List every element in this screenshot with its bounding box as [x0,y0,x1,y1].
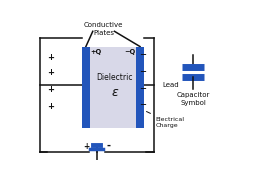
Text: +: + [47,53,54,62]
Text: +: + [47,68,54,77]
Text: −: − [139,67,147,76]
Text: −: − [139,84,147,93]
Text: +Q: +Q [91,49,102,55]
Text: −: − [139,100,147,109]
Text: Conductive
Plates: Conductive Plates [84,22,123,36]
Text: Capacitor
Symbol: Capacitor Symbol [177,92,210,106]
Bar [82,47,90,128]
Text: Dielectric: Dielectric [97,73,133,82]
Text: +: + [47,85,54,94]
Text: −Q: −Q [124,49,135,55]
Text: Electrical
Charge: Electrical Charge [147,111,185,129]
Bar [90,47,136,128]
Text: +: + [47,102,54,111]
Text: −: − [139,50,147,59]
Text: -: - [106,141,110,151]
Text: +: + [83,142,89,151]
Text: Lead: Lead [163,82,179,88]
Text: ε: ε [112,86,118,99]
Bar [136,47,144,128]
